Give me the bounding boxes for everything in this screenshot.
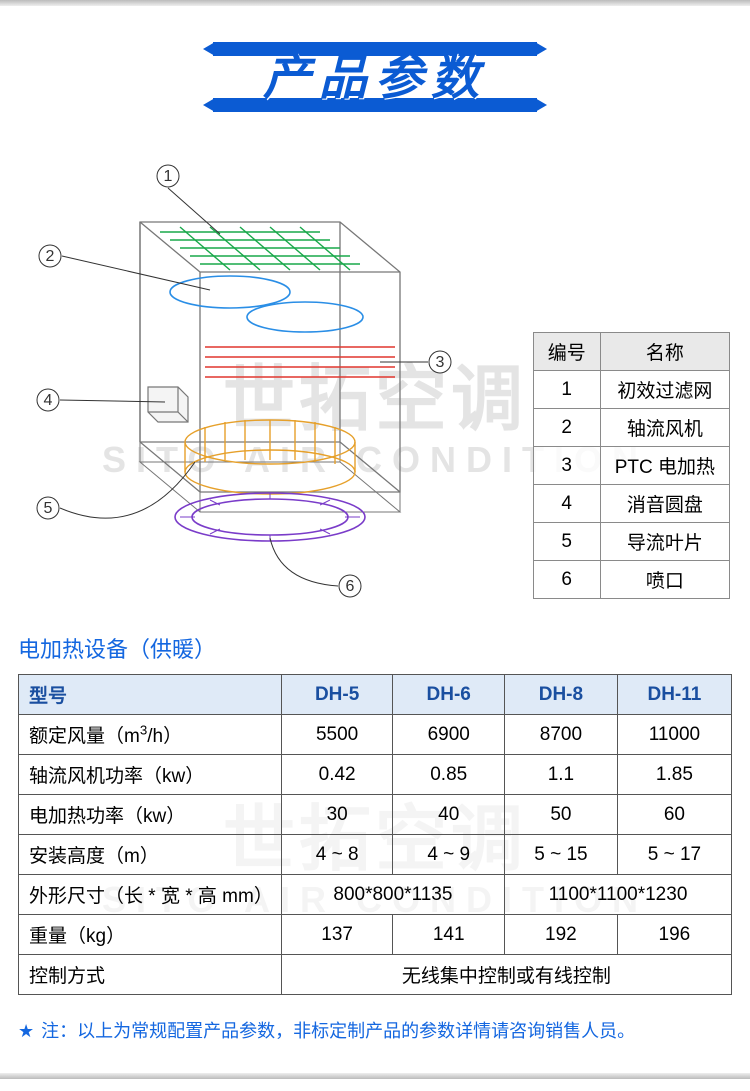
legend-num: 2 — [533, 409, 600, 447]
legend-header-name: 名称 — [600, 333, 729, 371]
diagram-area: 1 2 3 4 5 6 编号 名称 1初效过滤网2轴流风机3PTC 电加热4消音… — [20, 162, 730, 622]
spec-cell: 1.1 — [505, 755, 618, 795]
callout-1: 1 — [164, 168, 173, 185]
spec-cell: 8700 — [505, 715, 618, 755]
title-banner: 产品参数 — [0, 6, 750, 152]
spec-row: 电加热功率（kw）30405060 — [19, 795, 732, 835]
legend-row: 2轴流风机 — [533, 409, 729, 447]
spec-cell: 30 — [281, 795, 393, 835]
section-heading: 电加热设备（供暖） — [18, 632, 732, 664]
callout-2: 2 — [46, 248, 55, 265]
legend-row: 1初效过滤网 — [533, 371, 729, 409]
spec-row-label: 重量（kg） — [19, 915, 282, 955]
spec-row: 控制方式无线集中控制或有线控制 — [19, 955, 732, 995]
legend-row: 4消音圆盘 — [533, 485, 729, 523]
spec-row-label: 外形尺寸（长 * 宽 * 高 mm） — [19, 875, 282, 915]
spec-cell: 6900 — [393, 715, 505, 755]
spec-header-model: 型号 — [19, 675, 282, 715]
spec-model-header: DH-8 — [505, 675, 618, 715]
spec-model-header: DH-6 — [393, 675, 505, 715]
spec-row: 外形尺寸（长 * 宽 * 高 mm）800*800*11351100*1100*… — [19, 875, 732, 915]
legend-num: 3 — [533, 447, 600, 485]
spec-cell-span: 无线集中控制或有线控制 — [281, 955, 731, 995]
footnote-text: 注：以上为常规配置产品参数，非标定制产品的参数详情请咨询销售人员。 — [41, 1021, 635, 1041]
legend-name: PTC 电加热 — [600, 447, 729, 485]
spec-row-label: 控制方式 — [19, 955, 282, 995]
footnote: ★ 注：以上为常规配置产品参数，非标定制产品的参数详情请咨询销售人员。 — [18, 1017, 732, 1043]
legend-num: 4 — [533, 485, 600, 523]
legend-num: 1 — [533, 371, 600, 409]
legend-name: 初效过滤网 — [600, 371, 729, 409]
page-title: 产品参数 — [263, 38, 487, 108]
legend-row: 5导流叶片 — [533, 523, 729, 561]
spec-cell-span: 800*800*1135 — [281, 875, 504, 915]
callout-4: 4 — [44, 392, 53, 409]
spec-cell: 50 — [505, 795, 618, 835]
legend-header-num: 编号 — [533, 333, 600, 371]
spec-row: 重量（kg）137141192196 — [19, 915, 732, 955]
spec-row: 额定风量（m3/h）55006900870011000 — [19, 715, 732, 755]
spec-cell: 5 ~ 15 — [505, 835, 618, 875]
spec-row-label: 安装高度（m） — [19, 835, 282, 875]
spec-cell: 137 — [281, 915, 393, 955]
spec-cell: 4 ~ 8 — [281, 835, 393, 875]
parts-legend-table: 编号 名称 1初效过滤网2轴流风机3PTC 电加热4消音圆盘5导流叶片6喷口 — [533, 332, 730, 599]
spec-cell: 40 — [393, 795, 505, 835]
spec-cell: 192 — [505, 915, 618, 955]
legend-row: 3PTC 电加热 — [533, 447, 729, 485]
spec-cell: 4 ~ 9 — [393, 835, 505, 875]
callout-5: 5 — [44, 500, 53, 517]
legend-num: 5 — [533, 523, 600, 561]
spec-model-header: DH-11 — [617, 675, 731, 715]
spec-cell: 141 — [393, 915, 505, 955]
legend-num: 6 — [533, 561, 600, 599]
spec-cell: 60 — [617, 795, 731, 835]
spec-row-label: 额定风量（m3/h） — [19, 715, 282, 755]
spec-cell: 0.85 — [393, 755, 505, 795]
spec-cell: 5 ~ 17 — [617, 835, 731, 875]
spec-cell: 1.85 — [617, 755, 731, 795]
legend-name: 导流叶片 — [600, 523, 729, 561]
spec-cell: 5500 — [281, 715, 393, 755]
spec-cell: 196 — [617, 915, 731, 955]
spec-row: 轴流风机功率（kw）0.420.851.11.85 — [19, 755, 732, 795]
legend-name: 喷口 — [600, 561, 729, 599]
spec-cell: 0.42 — [281, 755, 393, 795]
legend-row: 6喷口 — [533, 561, 729, 599]
star-icon: ★ — [18, 1021, 34, 1041]
bottom-edge-gradient — [0, 1073, 750, 1079]
spec-model-header: DH-5 — [281, 675, 393, 715]
spec-row: 安装高度（m）4 ~ 84 ~ 95 ~ 155 ~ 17 — [19, 835, 732, 875]
legend-name: 轴流风机 — [600, 409, 729, 447]
product-exploded-diagram: 1 2 3 4 5 6 — [20, 162, 460, 602]
spec-table: 型号 DH-5DH-6DH-8DH-11 额定风量（m3/h）550069008… — [18, 674, 732, 995]
spec-row-label: 电加热功率（kw） — [19, 795, 282, 835]
callout-6: 6 — [346, 578, 355, 595]
callout-3: 3 — [436, 354, 445, 371]
spec-row-label: 轴流风机功率（kw） — [19, 755, 282, 795]
legend-name: 消音圆盘 — [600, 485, 729, 523]
spec-cell-span: 1100*1100*1230 — [505, 875, 732, 915]
spec-cell: 11000 — [617, 715, 731, 755]
